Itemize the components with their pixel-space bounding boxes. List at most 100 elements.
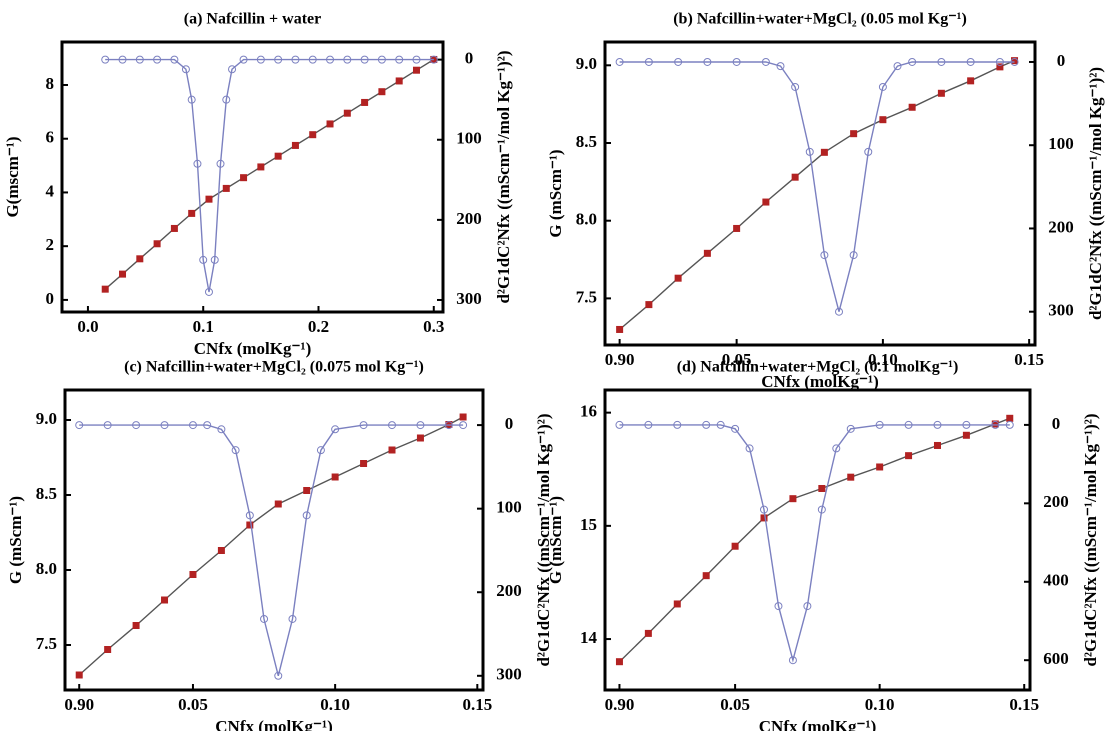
y-tick-label: 4 <box>46 181 55 200</box>
data-point <box>644 420 653 429</box>
data-point <box>416 421 425 430</box>
data-point <box>187 95 196 104</box>
y2-tick-label: 100 <box>496 498 522 517</box>
x-tick-label: 0.10 <box>320 695 350 714</box>
data-point <box>210 255 219 264</box>
y2-tick-label: 0 <box>1057 51 1066 70</box>
data-point <box>429 55 438 64</box>
data-point <box>991 420 1000 429</box>
data-point <box>776 62 785 71</box>
data-point <box>331 473 339 481</box>
data-point <box>326 120 334 128</box>
data-point <box>135 55 144 64</box>
data-point <box>761 57 770 66</box>
data-point <box>160 421 169 430</box>
x-tick-label: 0.05 <box>722 350 752 369</box>
x-tick-label: 0.15 <box>1014 350 1044 369</box>
data-point <box>239 55 248 64</box>
y2-tick-label: 200 <box>1048 217 1074 236</box>
data-point <box>245 511 254 520</box>
data-point <box>733 224 741 232</box>
data-point <box>308 55 317 64</box>
data-point <box>1005 420 1014 429</box>
data-point <box>864 147 873 156</box>
x-tick-label: 0.0 <box>77 317 98 336</box>
data-point <box>878 82 887 91</box>
data-point <box>908 103 916 111</box>
plot-frame <box>63 388 485 692</box>
x-tick-label: 0.05 <box>720 695 750 714</box>
series-line <box>619 59 1015 331</box>
x-axis-label: CNfx (molKg⁻¹) <box>759 717 876 731</box>
data-point <box>645 301 653 309</box>
y2-axis-label: d²G1dC²Nfx ((mScm⁻¹/mol Kg⁻¹)²) <box>1086 67 1105 320</box>
data-point <box>616 325 624 333</box>
data-point <box>388 421 397 430</box>
data-point <box>303 487 311 494</box>
data-point <box>291 55 300 64</box>
data-point <box>412 66 420 74</box>
x-tick-label: 0.1 <box>193 317 214 336</box>
data-point <box>361 98 369 106</box>
data-point <box>789 495 797 503</box>
y2-tick-label: 0 <box>1052 414 1061 433</box>
data-point <box>103 421 112 430</box>
data-point <box>905 452 913 460</box>
data-point <box>962 431 970 439</box>
data-point <box>791 82 800 91</box>
y-tick-label: 14 <box>580 628 598 647</box>
data-point <box>412 55 421 64</box>
data-point <box>847 473 855 481</box>
data-point <box>203 421 212 430</box>
panel-title: (a) Nafcillin + water <box>184 11 322 28</box>
data-point <box>188 209 196 217</box>
x-axis-label: CNfx (molKg⁻¹) <box>215 717 332 731</box>
data-point <box>673 420 682 429</box>
x-tick-label: 0.10 <box>865 695 895 714</box>
data-point <box>850 130 858 138</box>
data-point <box>1006 414 1014 422</box>
y-axis-label: G(mscm⁻¹) <box>3 136 22 217</box>
y-tick-label: 8.5 <box>576 132 597 151</box>
x-tick-label: 0.10 <box>868 350 898 369</box>
data-point <box>879 116 887 124</box>
plot-frame <box>603 388 1032 692</box>
data-point <box>189 571 197 578</box>
data-point <box>75 671 83 679</box>
data-point <box>875 420 884 429</box>
series-line <box>78 416 464 676</box>
data-point <box>222 184 230 192</box>
data-point <box>360 55 369 64</box>
data-point <box>153 240 161 248</box>
data-point <box>702 572 710 580</box>
data-point <box>1010 57 1019 66</box>
data-point <box>75 421 84 430</box>
series-line <box>619 61 1015 312</box>
x-tick-label: 0.05 <box>178 695 208 714</box>
data-point <box>995 57 1004 66</box>
y-tick-label: 2 <box>46 235 55 254</box>
y2-tick-label: 300 <box>456 289 482 308</box>
data-point <box>904 420 913 429</box>
data-point <box>893 62 902 71</box>
y-tick-label: 8.0 <box>36 559 57 578</box>
y-tick-label: 7.5 <box>36 634 57 653</box>
data-point <box>846 424 855 433</box>
data-point <box>817 505 826 514</box>
data-point <box>136 255 144 263</box>
data-point <box>153 55 162 64</box>
data-point <box>760 505 769 514</box>
y2-axis-label: d²G1dC²Nfx ((mScm⁻¹/mol Kg⁻¹)²) <box>1081 413 1100 666</box>
data-point <box>416 434 424 442</box>
data-point <box>459 413 467 421</box>
data-point <box>181 65 190 74</box>
x-tick-label: 0.3 <box>423 317 444 336</box>
y-tick-label: 7.5 <box>576 287 597 306</box>
data-point <box>240 174 248 182</box>
y-tick-label: 6 <box>46 128 55 147</box>
panel: (b) Nafcillin+water+MgCl₂ (0.05 mol Kg⁻¹… <box>546 11 1105 391</box>
panel-title: (c) Nafcillin+water+MgCl₂ (0.075 mol Kg⁻… <box>124 359 424 376</box>
data-point <box>104 646 112 653</box>
data-point <box>716 420 725 429</box>
y-tick-label: 0 <box>46 289 55 308</box>
